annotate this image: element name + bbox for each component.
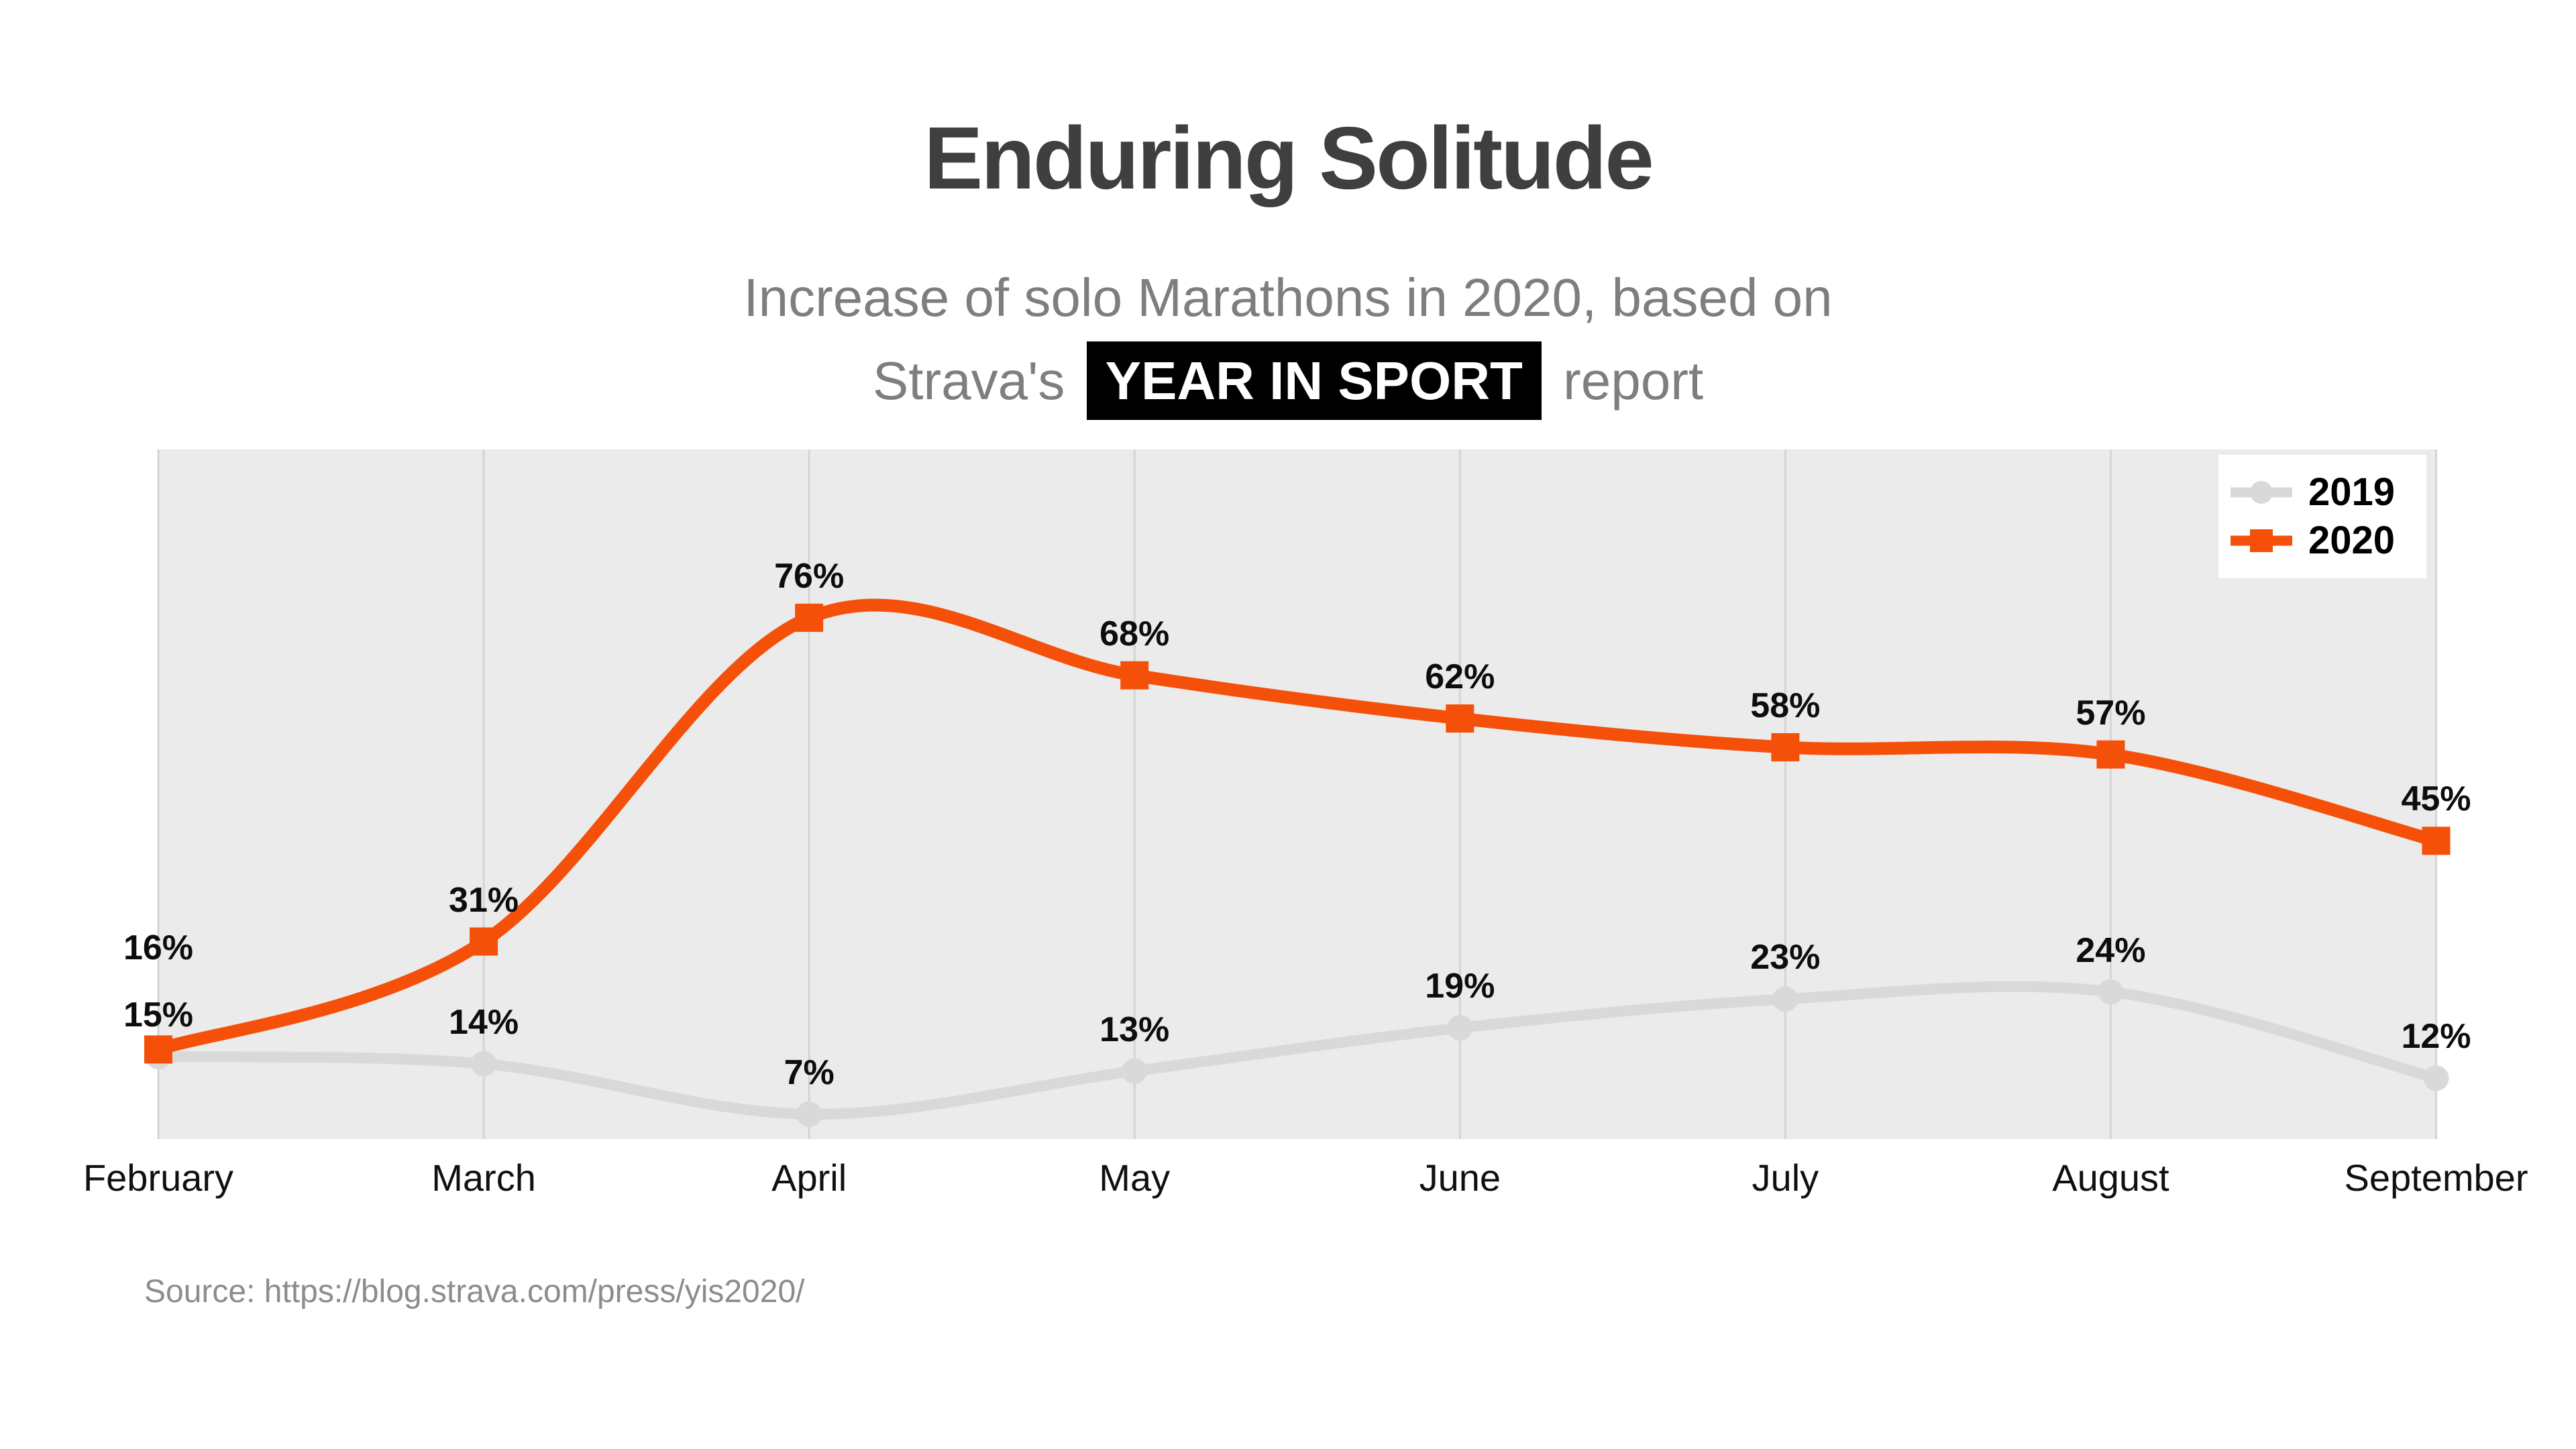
marker-2019-June bbox=[1447, 1015, 1473, 1041]
data-label-2019-March: 14% bbox=[449, 1002, 519, 1042]
x-axis-label-July: July bbox=[1752, 1157, 1819, 1199]
data-label-2019-June: 19% bbox=[1425, 967, 1495, 1006]
chart-subtitle: Increase of solo Marathons in 2020, base… bbox=[0, 256, 2576, 423]
data-label-2019-August: 24% bbox=[2076, 930, 2146, 970]
x-axis-label-April: April bbox=[771, 1157, 847, 1199]
marker-2019-August bbox=[2098, 979, 2124, 1005]
data-label-2020-May: 68% bbox=[1099, 614, 1170, 653]
data-label-2019-May: 13% bbox=[1099, 1010, 1170, 1049]
subtitle-line2-prefix: Strava's bbox=[872, 351, 1065, 411]
marker-2020-August bbox=[2096, 740, 2125, 769]
x-axis-label-August: August bbox=[2052, 1157, 2169, 1199]
subtitle-line2-suffix: report bbox=[1563, 351, 1704, 411]
marker-2019-July bbox=[1772, 986, 1799, 1012]
marker-2020-September bbox=[2422, 826, 2451, 855]
x-axis-label-June: June bbox=[1419, 1157, 1501, 1199]
marker-2019-May bbox=[1122, 1058, 1148, 1084]
legend-label-2019: 2019 bbox=[2308, 470, 2396, 514]
legend-item-2019: 2019 bbox=[2218, 473, 2426, 512]
marker-2019-April bbox=[796, 1101, 822, 1127]
legend: 2019 2020 bbox=[2218, 455, 2426, 578]
legend-item-2020: 2020 bbox=[2218, 521, 2426, 560]
marker-2020-May bbox=[1120, 661, 1149, 690]
marker-2020-April bbox=[795, 603, 824, 632]
data-label-2019-April: 7% bbox=[784, 1053, 835, 1092]
marker-2019-March bbox=[471, 1051, 497, 1077]
marker-2020-February bbox=[144, 1035, 172, 1064]
source-note: Source: https://blog.strava.com/press/yi… bbox=[144, 1274, 805, 1309]
marker-2020-July bbox=[1771, 733, 1800, 761]
legend-label-2020: 2020 bbox=[2308, 519, 2396, 562]
data-label-2019-February: 15% bbox=[123, 996, 194, 1035]
subtitle-line1: Increase of solo Marathons in 2020, base… bbox=[743, 268, 1833, 327]
marker-2020-June bbox=[1446, 704, 1474, 733]
data-label-2020-February: 16% bbox=[123, 928, 194, 968]
x-axis-label-September: September bbox=[2344, 1157, 2528, 1199]
x-axis-label-February: February bbox=[83, 1157, 234, 1199]
legend-marker-2020 bbox=[2231, 529, 2292, 552]
x-axis-label-May: May bbox=[1099, 1157, 1171, 1199]
data-label-2019-July: 23% bbox=[1750, 938, 1821, 977]
x-axis-label-March: March bbox=[431, 1157, 536, 1199]
legend-marker-2019 bbox=[2231, 481, 2292, 504]
data-label-2020-April: 76% bbox=[774, 556, 845, 596]
data-label-2020-July: 58% bbox=[1750, 686, 1821, 725]
page-title: Enduring Solitude bbox=[924, 109, 1654, 207]
marker-2019-September bbox=[2423, 1065, 2449, 1091]
data-label-2020-June: 62% bbox=[1425, 657, 1495, 697]
series-line-2020 bbox=[152, 598, 2443, 1056]
data-label-2020-September: 45% bbox=[2401, 780, 2471, 819]
data-label-2020-March: 31% bbox=[449, 880, 519, 920]
marker-2020-March bbox=[470, 927, 498, 956]
data-label-2020-August: 57% bbox=[2076, 693, 2146, 733]
year-in-sport-badge: YEAR IN SPORT bbox=[1086, 341, 1542, 420]
plot-background bbox=[158, 449, 2436, 1139]
series-line-2019 bbox=[153, 981, 2442, 1120]
data-label-2019-September: 12% bbox=[2401, 1017, 2471, 1057]
